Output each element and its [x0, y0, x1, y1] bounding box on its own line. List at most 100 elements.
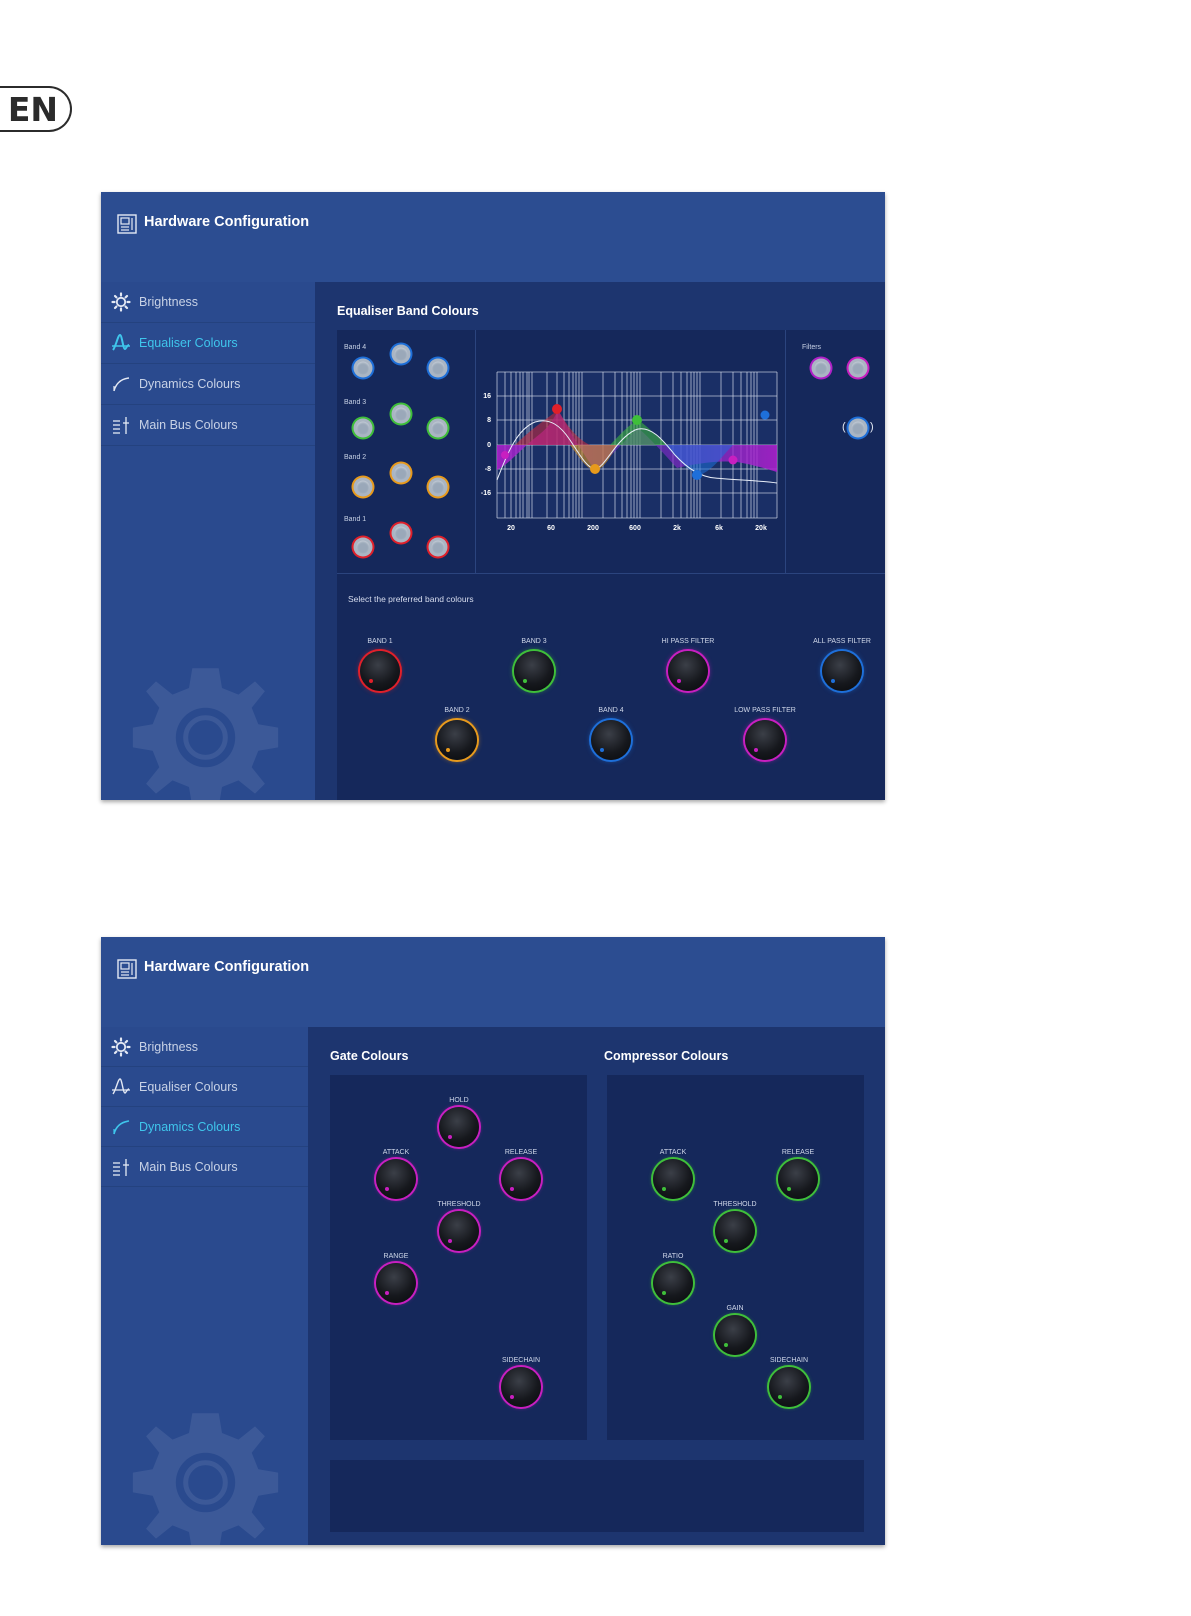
band-3-knob[interactable]: [514, 651, 554, 691]
all-pass-filter-knob[interactable]: [822, 651, 862, 691]
sidebar-item-equaliser-colours[interactable]: Equaliser Colours: [101, 323, 315, 364]
equaliser-colours-screen: Hardware Configuration Brightness Equali…: [101, 192, 885, 800]
eq-node-filter[interactable]: [760, 410, 770, 420]
knob-label: RELEASE: [504, 1149, 538, 1156]
brightness-icon: [111, 1036, 131, 1057]
sidebar-item-main-bus-colours[interactable]: Main Bus Colours: [101, 1147, 308, 1187]
knob-label: THRESHOLD: [713, 1201, 757, 1208]
eq-node-filter[interactable]: [728, 455, 738, 465]
band-4-knob[interactable]: [591, 720, 631, 760]
y-tick: -8: [485, 466, 491, 473]
eq-node-filter[interactable]: [501, 451, 509, 459]
band-3-swatch[interactable]: [353, 418, 373, 438]
band-3-swatch[interactable]: [428, 418, 448, 438]
eq-graph: 16 8 0 -8 -16 20 60 200 600 2k 6k 20k: [481, 371, 778, 532]
band-1-knob[interactable]: [360, 651, 400, 691]
knob-label: BAND 2: [444, 707, 470, 714]
y-tick: 8: [487, 417, 491, 424]
knob-label: ALL PASS FILTER: [813, 638, 871, 645]
knob-label: HOLD: [449, 1097, 469, 1104]
main-bus-icon: [113, 1158, 129, 1176]
filter-swatch[interactable]: [848, 418, 868, 438]
x-tick: 600: [629, 525, 641, 532]
x-tick: 2k: [673, 525, 681, 532]
band-1-swatch[interactable]: [428, 537, 448, 557]
hardware-config-icon: [117, 214, 137, 234]
gear-watermark-icon: [132, 668, 279, 800]
band-colour-hint: Select the preferred band colours: [348, 594, 474, 604]
band-2-swatch[interactable]: [428, 477, 448, 497]
sidebar: Brightness Equaliser Colours Dynamics Co…: [101, 282, 315, 800]
section-title: Equaliser Band Colours: [337, 304, 479, 318]
sidebar-item-main-bus-colours[interactable]: Main Bus Colours: [101, 405, 315, 446]
band-4-swatch[interactable]: [353, 358, 373, 378]
band-1-swatch[interactable]: [391, 523, 411, 543]
sidebar-item-dynamics-colours[interactable]: Dynamics Colours: [101, 1107, 308, 1147]
compressor-sidechain-knob[interactable]: [769, 1367, 809, 1407]
gate-attack-knob[interactable]: [376, 1159, 416, 1199]
page-title: Hardware Configuration: [144, 959, 310, 975]
dynamics-colours-screen: Hardware Configuration Brightness Equali…: [101, 937, 885, 1545]
band-4-swatch[interactable]: [428, 358, 448, 378]
x-tick: 20: [507, 525, 515, 532]
compressor-attack-knob[interactable]: [653, 1159, 693, 1199]
sidebar-item-brightness[interactable]: Brightness: [101, 1027, 308, 1067]
eq-node-band-1[interactable]: [552, 404, 562, 414]
compressor-threshold-knob[interactable]: [715, 1211, 755, 1251]
brightness-icon: [111, 292, 131, 312]
sidebar-item-label: Brightness: [139, 295, 199, 309]
knob-label: BAND 3: [521, 638, 547, 645]
knob-label: GAIN: [726, 1305, 744, 1312]
band-3-swatch[interactable]: [391, 404, 411, 424]
knob-label: HI PASS FILTER: [661, 638, 715, 645]
compressor-ratio-knob[interactable]: [653, 1263, 693, 1303]
sidebar-item-label: Dynamics Colours: [139, 377, 241, 391]
sidebar-item-label: Equaliser Colours: [139, 1079, 238, 1094]
band-2-label: Band 2: [344, 454, 367, 461]
sidebar-item-brightness[interactable]: Brightness: [101, 282, 315, 323]
gate-sidechain-knob[interactable]: [501, 1367, 541, 1407]
dynamics-icon: [113, 377, 130, 392]
sidebar-item-dynamics-colours[interactable]: Dynamics Colours: [101, 364, 315, 405]
band-1-label: Band 1: [344, 516, 367, 523]
knob-label: SIDECHAIN: [769, 1357, 809, 1364]
eq-node-band-4[interactable]: [692, 470, 702, 480]
eq-node-band-3[interactable]: [632, 415, 642, 425]
gate-range-knob[interactable]: [376, 1263, 416, 1303]
compressor-gain-knob[interactable]: [715, 1315, 755, 1355]
band-2-swatch[interactable]: [391, 463, 411, 483]
sidebar-item-label: Main Bus Colours: [139, 1159, 238, 1174]
gate-panel: HOLD ATTACK RELEASE THRESHOLD RANGE SIDE…: [330, 1075, 587, 1440]
eq-band-4-area: [665, 445, 733, 475]
language-tab: EN: [0, 86, 72, 132]
band-1-swatch[interactable]: [353, 537, 373, 557]
filter-swatch-bracket-right: ): [870, 421, 874, 433]
eq-band-2-area: [570, 445, 617, 470]
band-2-knob[interactable]: [437, 720, 477, 760]
x-tick: 200: [587, 525, 599, 532]
sidebar-item-equaliser-colours[interactable]: Equaliser Colours: [101, 1067, 308, 1107]
filter-swatch[interactable]: [811, 358, 831, 378]
band-3-label: Band 3: [344, 399, 367, 406]
gate-hold-knob[interactable]: [439, 1107, 479, 1147]
low-pass-filter-knob[interactable]: [745, 720, 785, 760]
compressor-release-knob[interactable]: [778, 1159, 818, 1199]
bottom-panel: [330, 1460, 864, 1532]
gate-release-knob[interactable]: [501, 1159, 541, 1199]
sidebar-item-label: Equaliser Colours: [139, 336, 238, 350]
sidebar-item-label: Main Bus Colours: [139, 418, 238, 432]
eq-node-band-2[interactable]: [590, 464, 600, 474]
sidebar: Brightness Equaliser Colours Dynamics Co…: [101, 1027, 308, 1545]
hi-pass-filter-knob[interactable]: [668, 651, 708, 691]
gear-watermark-icon: [132, 1413, 279, 1545]
dynamics-icon: [113, 1119, 130, 1134]
compressor-colours-title: Compressor Colours: [604, 1049, 729, 1063]
filter-swatch-bracket-left: (: [842, 421, 846, 433]
y-tick: 0: [487, 442, 491, 449]
band-2-swatch[interactable]: [353, 477, 373, 497]
band-4-swatch[interactable]: [391, 344, 411, 364]
filter-swatch[interactable]: [848, 358, 868, 378]
band-4-label: Band 4: [344, 344, 367, 351]
x-tick: 20k: [755, 525, 767, 532]
gate-threshold-knob[interactable]: [439, 1211, 479, 1251]
